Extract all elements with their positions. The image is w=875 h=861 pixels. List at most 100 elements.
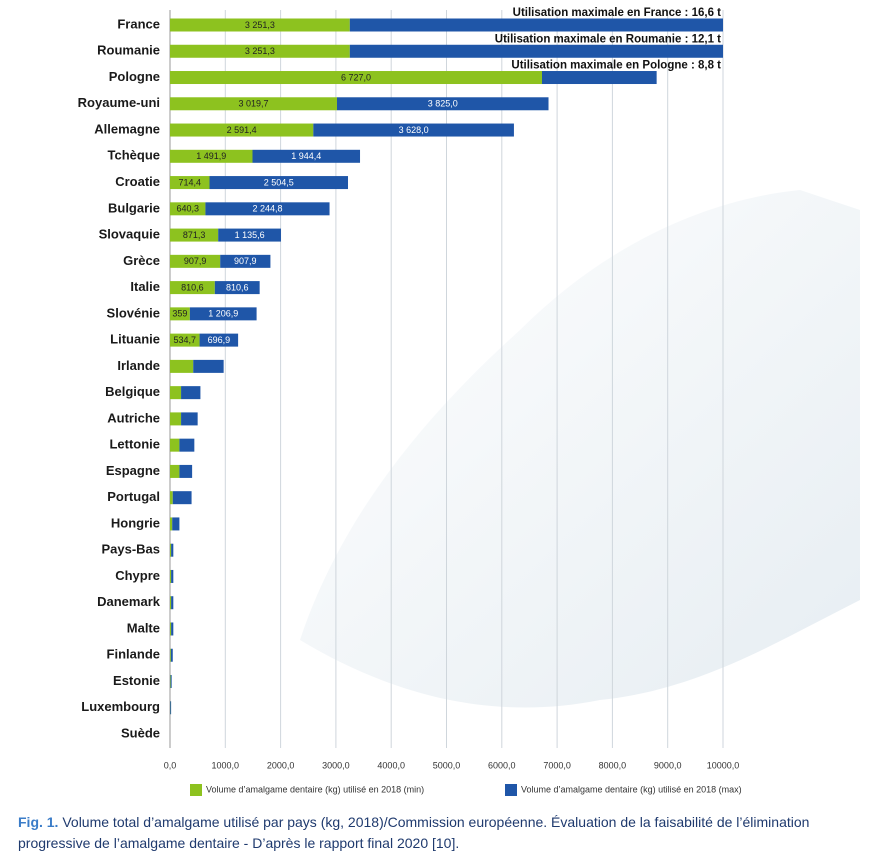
x-tick-label: 3000,0: [322, 760, 350, 770]
bar-segment: [170, 648, 171, 662]
bar-segment: [170, 596, 172, 610]
bar-segment: [170, 176, 210, 190]
value-label: 359: [172, 309, 187, 319]
category-label: Irlande: [117, 358, 160, 373]
x-tick-label: 9000,0: [654, 760, 682, 770]
annotation: Utilisation maximale en Roumanie : 12,1 …: [495, 33, 721, 45]
category-label: Lettonie: [109, 437, 160, 452]
value-label: 1 206,9: [208, 309, 238, 319]
value-label: 3 825,0: [428, 99, 458, 109]
category-label: Hongrie: [111, 515, 160, 530]
value-label: 3 019,7: [238, 99, 268, 109]
value-label: 3 628,0: [399, 125, 429, 135]
category-label: Pays-Bas: [101, 542, 160, 557]
bar-segment: [170, 701, 172, 715]
bar-segment: [170, 359, 194, 373]
category-label: Luxembourg: [81, 699, 160, 714]
category-label: Bulgarie: [108, 200, 160, 215]
category-label: Espagne: [106, 463, 160, 478]
bar-segment: [172, 517, 180, 531]
legend-swatch: [505, 784, 517, 796]
value-label: 907,9: [234, 256, 257, 266]
category-label: Roumanie: [97, 43, 160, 58]
bar-segment: [170, 491, 173, 505]
bar-segment: [171, 569, 174, 583]
bar-segment: [170, 44, 350, 58]
x-tick-label: 8000,0: [599, 760, 627, 770]
annotation: Utilisation maximale en Pologne : 8,8 t: [511, 60, 721, 72]
bar-segment: [170, 202, 206, 216]
bar-segment: [336, 97, 549, 111]
bar-segment: [199, 333, 239, 347]
bar-segment: [170, 675, 171, 688]
bar-segment: [171, 622, 174, 636]
legend-swatch: [190, 784, 202, 796]
bar-segment: [170, 675, 172, 688]
value-label: 871,3: [183, 230, 206, 240]
bar-segment: [170, 281, 215, 295]
bar-segment: [170, 648, 173, 662]
bar-segment: [170, 228, 219, 242]
annotation: Utilisation maximale en France : 16,6 t: [513, 7, 722, 19]
value-label: 2 591,4: [227, 125, 257, 135]
map-background: [300, 190, 860, 708]
x-tick-label: 2000,0: [267, 760, 295, 770]
category-label: Slovénie: [107, 305, 160, 320]
value-label: 810,6: [226, 282, 249, 292]
value-label: 696,9: [208, 335, 231, 345]
category-label: Italie: [130, 279, 160, 294]
bar-segment: [349, 44, 723, 58]
bar-segment: [189, 307, 257, 321]
value-label: 1 135,6: [235, 230, 265, 240]
bar-segment: [170, 149, 253, 163]
value-label: 6 727,0: [341, 72, 371, 82]
bar-segment: [170, 254, 221, 268]
caption-text: Volume total d’amalgame utilisé par pays…: [18, 814, 810, 851]
bar-segment: [170, 97, 337, 111]
legend-label: Volume d’amalgame dentaire (kg) utilisé …: [206, 784, 424, 794]
bar-segment: [170, 412, 182, 426]
category-label: Croatie: [115, 174, 160, 189]
category-label: France: [117, 16, 160, 31]
bar-segment: [170, 18, 350, 32]
bar-segment: [170, 438, 180, 452]
bar-segment: [170, 71, 543, 85]
legend-label: Volume d’amalgame dentaire (kg) utilisé …: [521, 784, 742, 794]
bar-segment: [179, 438, 195, 452]
category-label: Lituanie: [110, 332, 160, 347]
bar-segment: [181, 386, 201, 400]
category-label: Finlande: [107, 647, 160, 662]
bar-segment: [218, 228, 281, 242]
bar-segment: [170, 123, 314, 137]
caption: Fig. 1. Volume total d’amalgame utilisé …: [18, 812, 868, 854]
bar-segment: [542, 71, 657, 85]
x-tick-label: 6000,0: [488, 760, 516, 770]
bar-segment: [170, 622, 172, 636]
x-tick-label: 0,0: [164, 760, 177, 770]
category-label: Portugal: [107, 489, 160, 504]
value-label: 907,9: [184, 256, 207, 266]
category-label: Tchèque: [108, 148, 161, 163]
bar-segment: [349, 18, 723, 32]
bar-segment: [170, 569, 172, 583]
value-label: 534,7: [174, 335, 197, 345]
bar-segment: [205, 202, 330, 216]
category-label: Chypre: [115, 568, 160, 583]
category-label: Royaume-uni: [78, 95, 160, 110]
bar-segment: [193, 359, 224, 373]
bar-segment: [172, 491, 192, 505]
category-label: Malte: [127, 620, 160, 635]
bar-segment: [170, 333, 200, 347]
bar-segment: [171, 596, 174, 610]
bar-segment: [170, 386, 182, 400]
bar-segment: [181, 412, 198, 426]
category-label: Danemark: [97, 594, 161, 609]
bar-segment: [171, 543, 174, 557]
bar-segment: [214, 281, 260, 295]
category-label: Suède: [121, 725, 160, 740]
bar-segment: [170, 307, 190, 321]
value-label: 2 504,5: [264, 177, 294, 187]
x-tick-label: 5000,0: [433, 760, 461, 770]
x-tick-label: 7000,0: [543, 760, 571, 770]
